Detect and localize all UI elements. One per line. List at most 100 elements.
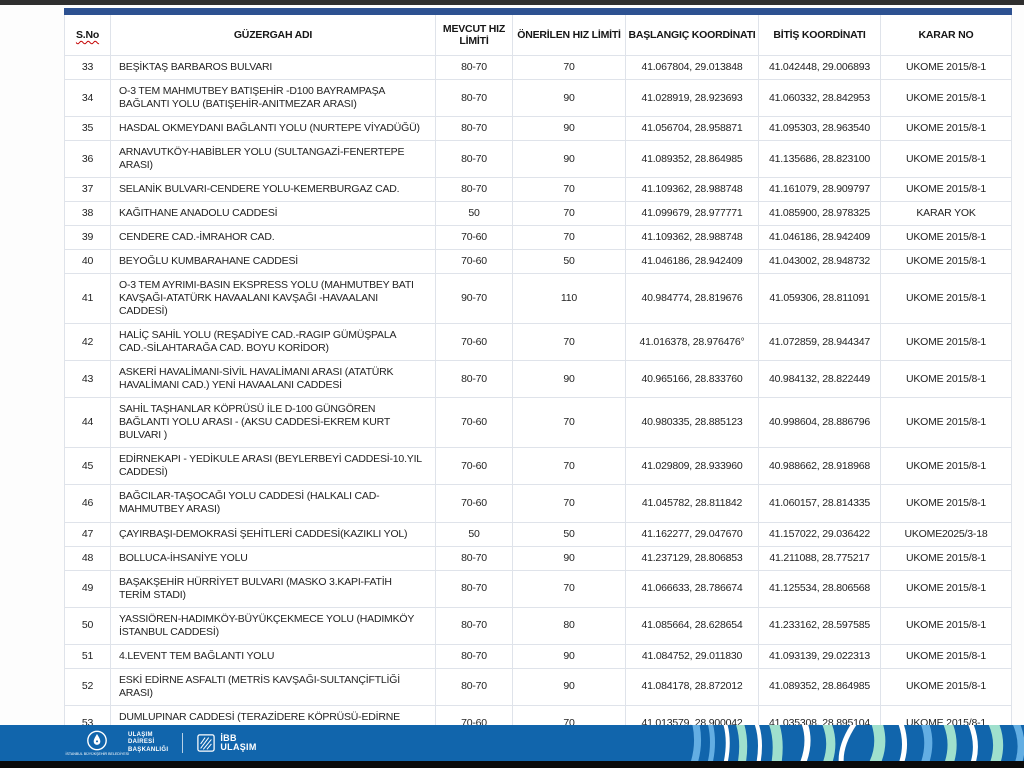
table-row: 50 YASSIÖREN-HADIMKÖY-BÜYÜKÇEKMECE YOLU (… xyxy=(64,606,1012,645)
row-number: 43 xyxy=(64,360,111,399)
route-name: BEYOĞLU KUMBARAHANE CADDESİ xyxy=(110,249,436,275)
row-number: 35 xyxy=(64,116,111,142)
current-speed-limit: 80-70 xyxy=(435,606,513,645)
decision-no: UKOME 2015/8-1 xyxy=(880,360,1012,399)
route-name: KAĞITHANE ANADOLU CADDESİ xyxy=(110,201,436,227)
proposed-speed-limit: 90 xyxy=(512,116,626,142)
current-speed-limit: 80-70 xyxy=(435,667,513,706)
end-coordinate: 40.998604, 28.886796 xyxy=(758,397,881,449)
start-coordinate: 41.099679, 28.977771 xyxy=(625,201,759,227)
column-header: MEVCUT HIZ LİMİTİ xyxy=(435,11,513,57)
end-coordinate: 41.211088, 28.775217 xyxy=(758,545,881,571)
column-header: BİTİŞ KOORDİNATI xyxy=(758,11,881,57)
brand-label: İBB ULAŞIM xyxy=(220,733,256,753)
table-row: 39 CENDERE CAD.-İMRAHOR CAD. 70-60 70 41.109… xyxy=(64,225,1012,251)
footer-bar: İSTANBUL BÜYÜKŞEHİR BELEDİYESİ ULAŞIM DA… xyxy=(0,725,1024,761)
row-number: 38 xyxy=(64,201,111,227)
current-speed-limit: 70-60 xyxy=(435,397,513,449)
table-row: 47 ÇAYIRBAŞI-DEMOKRASİ ŞEHİTLERİ CADDESİ(… xyxy=(64,521,1012,547)
column-header: BAŞLANGIÇ KOORDİNATI xyxy=(625,11,759,57)
row-number: 46 xyxy=(64,484,111,523)
end-coordinate: 41.043002, 28.948732 xyxy=(758,249,881,275)
decision-no: UKOME 2015/8-1 xyxy=(880,273,1012,325)
current-speed-limit: 70-60 xyxy=(435,447,513,486)
proposed-speed-limit: 90 xyxy=(512,140,626,179)
decision-no: UKOME2025/3-18 xyxy=(880,521,1012,547)
row-number: 44 xyxy=(64,397,111,449)
header-row: S.No GÜZERGAH ADI MEVCUT HIZ LİMİTİ ÖNERİLE… xyxy=(64,11,1012,57)
table-row: 49 BAŞAKŞEHİR HÜRRİYET BULVARI (MASKO 3.K… xyxy=(64,569,1012,608)
current-speed-limit: 80-70 xyxy=(435,569,513,608)
table-row: 45 EDİRNEKAPI - YEDİKULE ARASI (BEYLERBEY… xyxy=(64,447,1012,486)
column-header: S.No xyxy=(64,11,111,57)
route-name: ARNAVUTKÖY-HABİBLER YOLU (SULTANGAZİ-FEN… xyxy=(110,140,436,179)
route-name: ESKİ EDİRNE ASFALTI (METRİS KAVŞAĞI-SULT… xyxy=(110,667,436,706)
start-coordinate: 41.067804, 29.013848 xyxy=(625,55,759,81)
current-speed-limit: 80-70 xyxy=(435,360,513,399)
current-speed-limit: 70-60 xyxy=(435,249,513,275)
proposed-speed-limit: 70 xyxy=(512,447,626,486)
proposed-speed-limit: 70 xyxy=(512,323,626,362)
table-row: 44 SAHİL TAŞHANLAR KÖPRÜSÜ İLE D-100 GÜNG… xyxy=(64,397,1012,449)
route-name: ÇAYIRBAŞI-DEMOKRASİ ŞEHİTLERİ CADDESİ(KA… xyxy=(110,521,436,547)
table-row: 41 O-3 TEM AYRIMI-BASIN EKSPRESS YOLU (MA… xyxy=(64,273,1012,325)
row-number: 50 xyxy=(64,606,111,645)
current-speed-limit: 70-60 xyxy=(435,323,513,362)
end-coordinate: 41.161079, 28.909797 xyxy=(758,177,881,203)
start-coordinate: 41.084752, 29.011830 xyxy=(625,643,759,669)
route-name: O-3 TEM AYRIMI-BASIN EKSPRESS YOLU (MAHM… xyxy=(110,273,436,325)
start-coordinate: 41.029809, 28.933960 xyxy=(625,447,759,486)
proposed-speed-limit: 50 xyxy=(512,249,626,275)
route-name: BAŞAKŞEHİR HÜRRİYET BULVARI (MASKO 3.KAP… xyxy=(110,569,436,608)
table-row: 37 SELANİK BULVARI-CENDERE YOLU-KEMERBURG… xyxy=(64,177,1012,203)
current-speed-limit: 70-60 xyxy=(435,225,513,251)
proposed-speed-limit: 90 xyxy=(512,545,626,571)
current-speed-limit: 80-70 xyxy=(435,79,513,118)
bottom-strip xyxy=(0,761,1024,768)
end-coordinate: 41.059306, 28.811091 xyxy=(758,273,881,325)
decision-no: UKOME 2015/8-1 xyxy=(880,55,1012,81)
route-name: SELANİK BULVARI-CENDERE YOLU-KEMERBURGAZ… xyxy=(110,177,436,203)
end-coordinate: 40.984132, 28.822449 xyxy=(758,360,881,399)
proposed-speed-limit: 50 xyxy=(512,521,626,547)
table-row: 48 BOLLUCA-İHSANİYE YOLU 80-70 90 41.237129,… xyxy=(64,545,1012,571)
end-coordinate: 41.060332, 28.842953 xyxy=(758,79,881,118)
table-row: 42 HALİÇ SAHİL YOLU (REŞADİYE CAD.-RAGIP … xyxy=(64,323,1012,362)
decision-no: UKOME 2015/8-1 xyxy=(880,606,1012,645)
proposed-speed-limit: 90 xyxy=(512,79,626,118)
current-speed-limit: 80-70 xyxy=(435,643,513,669)
footer-divider xyxy=(182,733,184,753)
current-speed-limit: 80-70 xyxy=(435,140,513,179)
row-number: 33 xyxy=(64,55,111,81)
route-name: O-3 TEM MAHMUTBEY BATIŞEHİR -D100 BAYRAM… xyxy=(110,79,436,118)
start-coordinate: 41.084178, 28.872012 xyxy=(625,667,759,706)
current-speed-limit: 90-70 xyxy=(435,273,513,325)
table-row: 36 ARNAVUTKÖY-HABİBLER YOLU (SULTANGAZİ-F… xyxy=(64,140,1012,179)
current-speed-limit: 70-60 xyxy=(435,484,513,523)
row-number: 51 xyxy=(64,643,111,669)
proposed-speed-limit: 70 xyxy=(512,397,626,449)
department-line2: DAİRESİ xyxy=(128,739,155,746)
decision-no: UKOME 2015/8-1 xyxy=(880,545,1012,571)
start-coordinate: 41.109362, 28.988748 xyxy=(625,177,759,203)
end-coordinate: 40.988662, 28.918968 xyxy=(758,447,881,486)
row-number: 47 xyxy=(64,521,111,547)
department-label: ULAŞIM DAİRESİ BAŞKANLIĞI xyxy=(128,732,168,755)
end-coordinate: 41.157022, 29.036422 xyxy=(758,521,881,547)
decision-no: UKOME 2015/8-1 xyxy=(880,249,1012,275)
start-coordinate: 41.162277, 29.047670 xyxy=(625,521,759,547)
start-coordinate: 41.066633, 28.786674 xyxy=(625,569,759,608)
end-coordinate: 41.072859, 28.944347 xyxy=(758,323,881,362)
decision-no: UKOME 2015/8-1 xyxy=(880,116,1012,142)
end-coordinate: 41.093139, 29.022313 xyxy=(758,643,881,669)
table-row: 40 BEYOĞLU KUMBARAHANE CADDESİ 70-60 50 41.0… xyxy=(64,249,1012,275)
row-number: 41 xyxy=(64,273,111,325)
route-name: ASKERİ HAVALİMANI-SİVİL HAVALİMANI ARASI… xyxy=(110,360,436,399)
end-coordinate: 41.125534, 28.806568 xyxy=(758,569,881,608)
column-header: GÜZERGAH ADI xyxy=(110,11,436,57)
proposed-speed-limit: 70 xyxy=(512,484,626,523)
decision-no: UKOME 2015/8-1 xyxy=(880,484,1012,523)
end-coordinate: 41.135686, 28.823100 xyxy=(758,140,881,179)
proposed-speed-limit: 70 xyxy=(512,177,626,203)
route-name: YASSIÖREN-HADIMKÖY-BÜYÜKÇEKMECE YOLU (HA… xyxy=(110,606,436,645)
